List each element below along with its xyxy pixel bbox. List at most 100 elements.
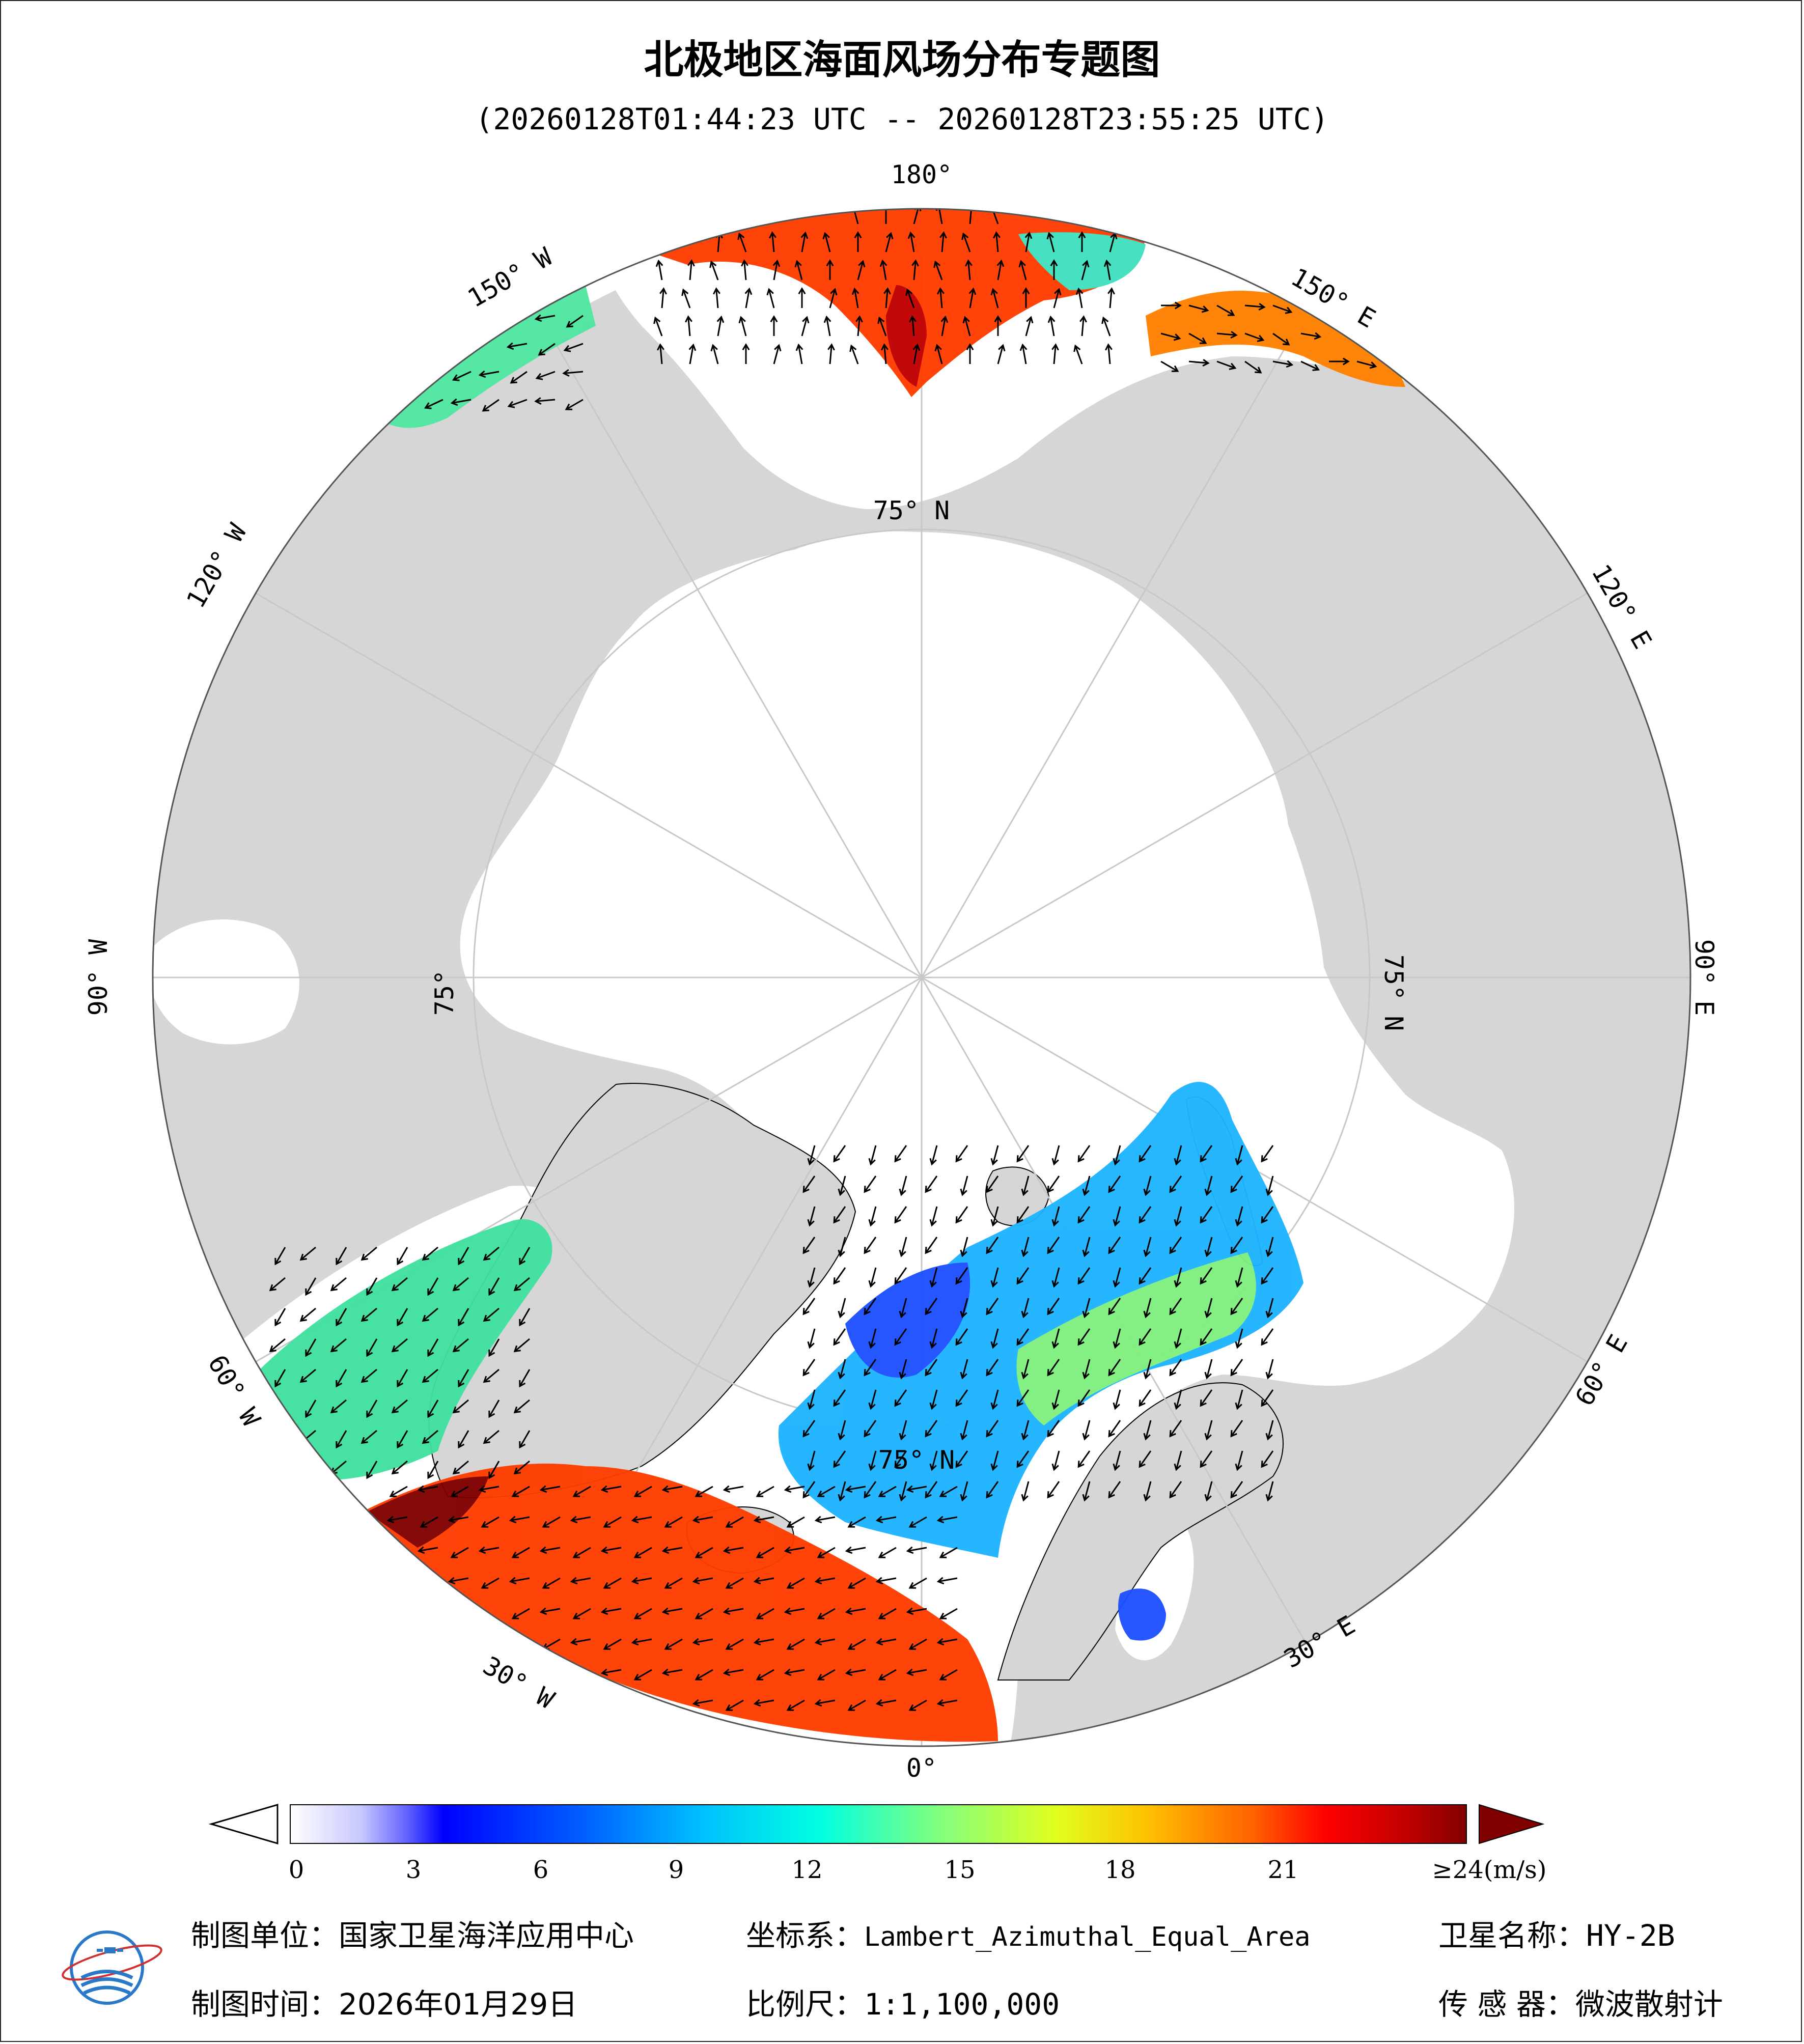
- wind-arrow-head: [1169, 1308, 1176, 1315]
- wind-arrow: [1236, 1450, 1243, 1470]
- wind-arrow: [1022, 1298, 1030, 1318]
- footer-crs-label: 坐标系：: [746, 1918, 865, 1953]
- wind-arrow: [931, 1450, 938, 1470]
- wind-arrow-head: [894, 1399, 901, 1407]
- wind-arrow: [907, 1547, 927, 1552]
- wind-arrow: [755, 1638, 774, 1644]
- wind-arrow: [1107, 344, 1111, 365]
- wind-arrow-head: [713, 287, 720, 295]
- wind-arrow: [877, 1638, 897, 1644]
- wind-arrow: [602, 1547, 622, 1552]
- wind-arrow-head: [427, 1471, 434, 1479]
- wind-arrow-head: [1200, 1216, 1207, 1224]
- wind-arrow-head: [817, 1612, 825, 1619]
- wind-arrow: [961, 1359, 968, 1379]
- wind-arrow: [1108, 1298, 1121, 1314]
- wind-arrow-head: [911, 259, 919, 267]
- wind-arrow: [839, 1481, 846, 1501]
- wind-arrow: [422, 1246, 438, 1261]
- wind-arrow-head: [534, 397, 542, 405]
- wind-arrow: [833, 1389, 846, 1406]
- wind-arrow-head: [807, 1463, 815, 1471]
- wind-arrow: [1025, 233, 1031, 253]
- wind-arrow-head: [838, 1433, 845, 1441]
- wind-arrow-head: [807, 1158, 815, 1166]
- wind-arrow: [361, 1430, 377, 1444]
- wind-arrow: [879, 1669, 897, 1681]
- wind-arrow: [483, 1307, 499, 1322]
- colorbar-tick-12: 12: [791, 1856, 823, 1884]
- wind-arrow-head: [955, 1277, 962, 1285]
- wind-arrow-head: [360, 1437, 368, 1444]
- wind-arrow: [773, 345, 780, 365]
- wind-arrow-head: [1285, 306, 1293, 314]
- wind-arrow-head: [925, 1247, 932, 1254]
- wind-arrow: [1356, 360, 1376, 368]
- wind-arrow-head: [1073, 344, 1081, 352]
- wind-arrow-head: [1200, 1399, 1207, 1407]
- wind-arrow: [1244, 332, 1264, 341]
- wind-arrow-head: [886, 232, 894, 240]
- wind-arrow: [940, 1608, 958, 1619]
- wind-arrow: [848, 1638, 866, 1650]
- wind-arrow-head: [631, 1516, 639, 1524]
- wind-arrow-head: [798, 287, 806, 295]
- wind-arrow-head: [1047, 1491, 1054, 1499]
- wind-arrow-head: [855, 315, 863, 323]
- wind-arrow-head: [1139, 1399, 1146, 1407]
- wind-arrow-head: [847, 1704, 855, 1711]
- wind-arrow-head: [299, 1314, 307, 1322]
- wind-arrow: [453, 1399, 469, 1413]
- wind-arrow: [508, 343, 528, 348]
- wind-arrow-head: [681, 288, 689, 296]
- wind-arrow-head: [1082, 1494, 1090, 1502]
- wind-arrow: [787, 1638, 805, 1650]
- wind-arrow-head: [1075, 287, 1084, 295]
- wind-arrow: [992, 1145, 999, 1165]
- wind-arrow-head: [1235, 1158, 1242, 1166]
- wind-arrow-head: [990, 1158, 998, 1166]
- wind-arrow-head: [572, 1551, 580, 1558]
- wind-arrow: [1200, 1145, 1213, 1162]
- wind-arrow: [1022, 1359, 1030, 1379]
- footer-date-label: 制图时间：: [191, 1987, 339, 2022]
- wind-arrow-head: [1235, 1219, 1242, 1227]
- wind-arrow: [693, 1638, 713, 1644]
- wind-arrow-head: [1265, 1433, 1273, 1441]
- wind-arrow: [710, 261, 719, 281]
- wind-arrow-head: [723, 1668, 731, 1676]
- wind-arrow: [955, 1267, 968, 1284]
- wind-arrow-head: [939, 1673, 947, 1681]
- wind-arrow: [480, 371, 499, 376]
- wind-arrow: [816, 1638, 836, 1644]
- wind-arrow: [604, 1516, 622, 1528]
- wind-arrow: [634, 1669, 652, 1681]
- wind-arrow-head: [1051, 343, 1059, 351]
- wind-arrow: [536, 371, 556, 379]
- wind-arrow: [1114, 1328, 1121, 1348]
- wind-arrow: [453, 1460, 469, 1474]
- wind-arrow-head: [511, 1551, 519, 1558]
- map-boundary: [152, 208, 1691, 1747]
- wind-arrow: [969, 289, 975, 309]
- wind-arrow-head: [1258, 303, 1266, 311]
- wind-arrow-head: [990, 1280, 998, 1288]
- wind-arrow: [519, 1247, 531, 1265]
- wind-arrow-head: [539, 1607, 547, 1615]
- wind-arrow-head: [939, 231, 947, 239]
- wind-arrow: [995, 232, 999, 253]
- wind-arrow-head: [741, 259, 748, 267]
- wind-arrow: [726, 1516, 744, 1528]
- wind-arrow-head: [906, 1546, 914, 1554]
- wind-arrow: [757, 1608, 774, 1619]
- wind-arrow: [1261, 1389, 1274, 1406]
- wind-arrow: [877, 1577, 897, 1583]
- wind-arrow: [801, 317, 808, 337]
- wind-arrow-head: [452, 1406, 460, 1414]
- wind-arrow-head: [830, 288, 838, 296]
- colorbar-tick-3: 3: [405, 1856, 422, 1884]
- wind-arrow-head: [802, 1186, 810, 1193]
- wind-arrow: [909, 1516, 927, 1528]
- wind-arrow: [480, 1547, 499, 1552]
- wind-arrow: [488, 1338, 500, 1356]
